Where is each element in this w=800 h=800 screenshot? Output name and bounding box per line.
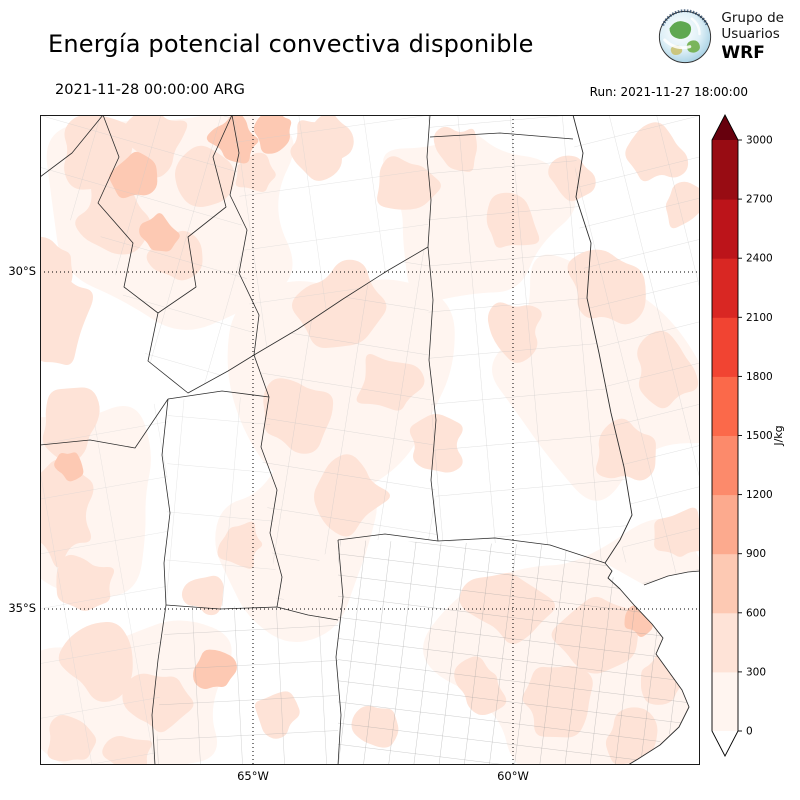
lat-tick-35s: 35°S — [8, 601, 36, 615]
graticule-layer — [40, 115, 700, 765]
logo-wrf: WRF — [721, 43, 765, 64]
border-nw-corner — [40, 115, 104, 178]
colorbar-tick-label: 600 — [746, 607, 766, 619]
border-buenosaires-west — [335, 539, 344, 765]
border-buenosaires-north — [337, 533, 606, 564]
cape-map — [40, 115, 700, 765]
lon-tick-60w: 60°W — [497, 769, 529, 783]
border-cordoba-santafe — [427, 246, 439, 542]
wrf-logo: Grupo de Usuarios WRF — [656, 8, 784, 66]
lat-tick-30s: 30°S — [8, 264, 36, 278]
colorbar-tick-label: 2700 — [746, 194, 773, 206]
border-santafe-west-north — [426, 115, 432, 248]
lon-tick-65w: 65°W — [237, 769, 269, 783]
colorbar-tick-label: 1500 — [746, 430, 773, 442]
colorbar-unit-label: J/kg — [772, 425, 785, 446]
colorbar-segment — [712, 258, 738, 318]
colorbar-under-arrow — [712, 731, 738, 756]
run-time-label: Run: 2021-11-27 18:00:00 — [589, 85, 748, 99]
border-cordoba-north — [253, 246, 429, 356]
border-mendoza-lapampa — [151, 604, 167, 765]
valid-time-label: 2021-11-28 00:00:00 ARG — [55, 82, 245, 98]
border-nw-1 — [97, 115, 159, 314]
colorbar-tick-label: 900 — [746, 548, 766, 560]
colorbar-segment — [712, 317, 738, 377]
border-lapampa-north — [165, 604, 339, 621]
border-mendoza-sanluis — [161, 398, 171, 606]
border-parana-river — [572, 115, 633, 564]
border-sanjuan-mendoza — [40, 398, 169, 449]
border-nw-2 — [157, 115, 233, 314]
colorbar-tick-label: 0 — [746, 726, 753, 738]
colorbar-tick-label: 2400 — [746, 253, 773, 265]
wrf-globe-icon — [659, 9, 712, 64]
colorbar-segment — [712, 435, 738, 496]
border-cordoba-west — [229, 115, 260, 356]
colorbar-segment — [712, 140, 738, 200]
colorbar-over-arrow — [712, 115, 738, 140]
colorbar-tick-label: 1800 — [746, 371, 773, 383]
map-frame — [40, 115, 700, 765]
border-chaco-santafe — [429, 132, 574, 140]
department-boundaries-layer — [40, 115, 700, 765]
colorbar-segment — [712, 376, 738, 436]
colorbar-tick-label: 1200 — [746, 489, 773, 501]
colorbar-segment — [712, 671, 738, 732]
ocean-mask — [605, 563, 700, 765]
logo-org-line2: Usuarios — [721, 26, 780, 43]
border-buenosaires-coast — [604, 562, 690, 765]
colorbar-segment — [712, 494, 738, 555]
colorbar: 0 300 600 900 1200 1500 1800 2100 2400 2700 3000 J/… — [711, 114, 785, 757]
map-area: 30°S 35°S 65°W 60°W — [8, 115, 700, 783]
province-borders-layer — [40, 115, 700, 765]
colorbar-tick-label: 2100 — [746, 312, 773, 324]
logo-org-line1: Grupo de — [721, 9, 784, 26]
colorbar-segment — [712, 553, 738, 614]
colorbar-tick-label: 3000 — [746, 135, 773, 147]
colorbar-segment — [712, 199, 738, 259]
page-title: Energía potencial convectiva disponible — [48, 30, 534, 58]
colorbar-tick-label: 300 — [746, 666, 766, 678]
border-uruguay-coast — [643, 570, 700, 586]
colorbar-segment — [712, 612, 738, 673]
border-nw-3 — [147, 312, 255, 394]
